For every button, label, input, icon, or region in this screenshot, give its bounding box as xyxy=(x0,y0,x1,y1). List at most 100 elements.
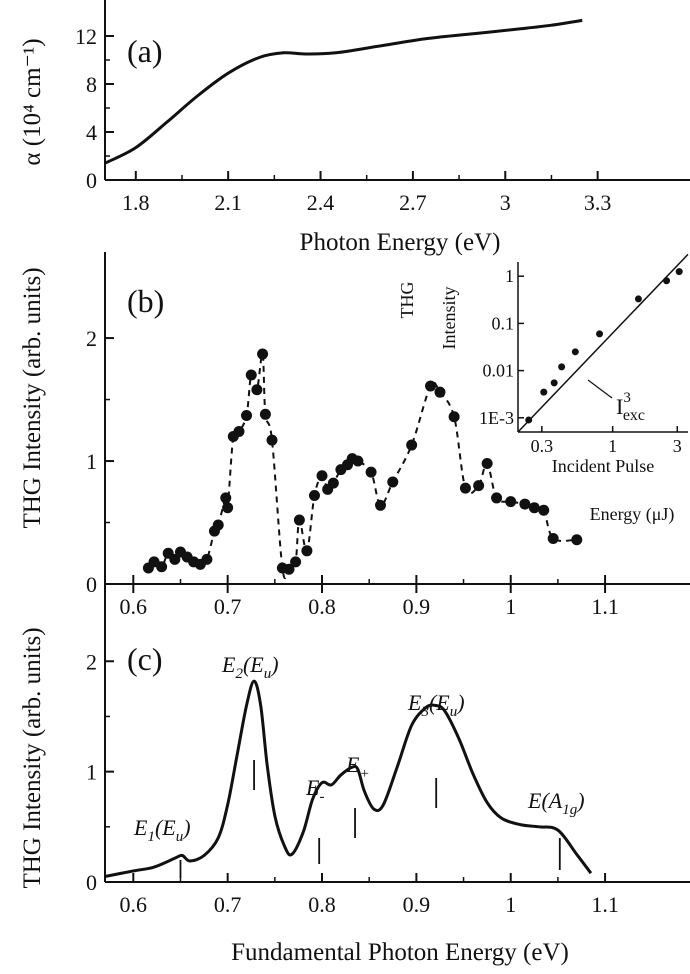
y-tick-label: 0 xyxy=(86,870,97,895)
x-axis-label: Photon Energy (eV) xyxy=(300,229,501,256)
y-tick-label: 4 xyxy=(86,120,97,145)
peak-label-close: ) xyxy=(575,788,584,813)
x-tick-label: 2.1 xyxy=(214,190,242,215)
panel-c: 0.6 0.7 0.8 0.9 1 1.1 0 1 2 (c) THG Intensity (arb… xyxy=(19,583,690,966)
peak-label-close: ) xyxy=(455,690,464,715)
inset-y-tick-label: 0.01 xyxy=(483,361,515,381)
peak-label-psub: u xyxy=(450,704,458,720)
data-point xyxy=(365,466,377,478)
x-tick-label: 2.7 xyxy=(399,190,427,215)
inset-data-point xyxy=(550,379,558,387)
x-tick-label: 1 xyxy=(505,594,516,619)
inset-fit-line xyxy=(517,253,689,433)
peak-label-close: ) xyxy=(269,652,278,677)
data-point xyxy=(434,386,446,398)
x-tick-label: 3 xyxy=(500,190,511,215)
y-tick-label: 12 xyxy=(75,24,97,49)
data-point xyxy=(481,457,493,469)
x-tick-label: 0.8 xyxy=(308,892,336,917)
peak-label-rest: (E xyxy=(243,652,264,677)
data-point xyxy=(233,426,245,438)
data-point xyxy=(375,499,387,511)
x-tick-label: 1.8 xyxy=(122,190,150,215)
peak-label-rest: (A xyxy=(541,788,562,813)
panel-b-inset: 0.3 1 3 1E-3 0.01 0.1 1 THG Intensity Incident Pu… xyxy=(397,253,689,525)
dashed-guide-line xyxy=(147,353,577,580)
peak-label-sub: 3 xyxy=(420,704,429,720)
inset-y-tick-label: 1E-3 xyxy=(479,408,514,428)
inset-annotation-sup: 3 xyxy=(623,390,631,406)
data-point xyxy=(528,502,540,514)
x-tick-label: 0.6 xyxy=(120,594,148,619)
inset-data-point xyxy=(540,388,548,396)
peak-label: E1(Eu) xyxy=(133,815,191,845)
y-axis-label: α (10⁴ cm⁻¹) xyxy=(19,38,46,165)
data-point xyxy=(425,380,437,392)
panel-label: (b) xyxy=(127,283,164,319)
inset-ylabel-top: THG xyxy=(397,282,417,319)
data-point xyxy=(547,533,559,545)
y-tick-label: 1 xyxy=(86,449,97,474)
data-point xyxy=(308,489,320,501)
data-point xyxy=(259,408,271,420)
data-point xyxy=(222,502,234,514)
x-tick-label: 2.4 xyxy=(307,190,335,215)
inset-y-tick-label: 0.1 xyxy=(492,313,515,333)
series-line xyxy=(104,679,593,878)
x-axis-label: Fundamental Photon Energy (eV) xyxy=(231,939,569,966)
inset-x-tick-label: 1 xyxy=(608,436,617,456)
peak-label-close: ) xyxy=(181,815,190,840)
y-axis-label: THG Intensity (arb. units) xyxy=(19,267,46,528)
inset-data-point xyxy=(596,330,604,338)
data-point xyxy=(266,434,278,446)
peak-label: E- xyxy=(305,775,324,805)
data-point xyxy=(316,470,328,482)
panel-label: (c) xyxy=(127,641,163,677)
x-tick-label: 0.8 xyxy=(308,594,336,619)
data-point xyxy=(448,411,460,423)
peak-label-sub: 1 xyxy=(147,829,155,845)
x-tick-label: 1.1 xyxy=(591,594,619,619)
inset-ylabel-bottom: Intensity xyxy=(439,287,459,350)
data-point xyxy=(293,514,305,526)
inset-annotation: I3 exc xyxy=(616,390,645,424)
y-axis-label: THG Intensity (arb. units) xyxy=(19,627,46,888)
inset-x-tick-label: 0.3 xyxy=(531,436,554,456)
inset-x-tick-label: 3 xyxy=(673,436,682,456)
data-point xyxy=(387,476,399,488)
inset-data-point xyxy=(663,277,671,285)
peak-label-psub: 1g xyxy=(562,802,578,818)
data-point xyxy=(538,504,550,516)
x-tick-label: 0.6 xyxy=(120,892,148,917)
x-tick-label: 3.3 xyxy=(584,190,612,215)
peak-label-sub: + xyxy=(359,766,369,782)
panel-b: 0.6 0.7 0.8 0.9 1 1.1 0 1 2 (b) THG Intensity (arb… xyxy=(19,252,690,619)
peak-label: E+ xyxy=(345,752,370,782)
peak-label-psub: u xyxy=(264,666,272,682)
inset-data-point xyxy=(525,416,533,424)
data-point xyxy=(459,482,471,494)
y-tick-label: 2 xyxy=(86,649,97,674)
x-tick-label: 0.9 xyxy=(403,594,431,619)
panel-label: (a) xyxy=(127,33,163,69)
data-point xyxy=(519,498,531,510)
data-point xyxy=(505,496,517,508)
inset-data-point xyxy=(675,268,683,276)
y-tick-label: 0 xyxy=(86,572,97,597)
data-point xyxy=(156,561,168,573)
data-point xyxy=(283,563,295,575)
x-tick-label: 0.7 xyxy=(214,892,242,917)
y-tick-label: 8 xyxy=(86,72,97,97)
data-point xyxy=(491,492,503,504)
data-point xyxy=(352,455,364,467)
data-point xyxy=(245,369,257,381)
data-point xyxy=(241,410,253,422)
data-point xyxy=(201,553,213,565)
data-point xyxy=(220,492,232,504)
data-point xyxy=(290,556,302,568)
peak-label-psub: u xyxy=(176,829,184,845)
data-point xyxy=(212,519,224,531)
data-point xyxy=(327,477,339,489)
data-point xyxy=(257,348,269,360)
